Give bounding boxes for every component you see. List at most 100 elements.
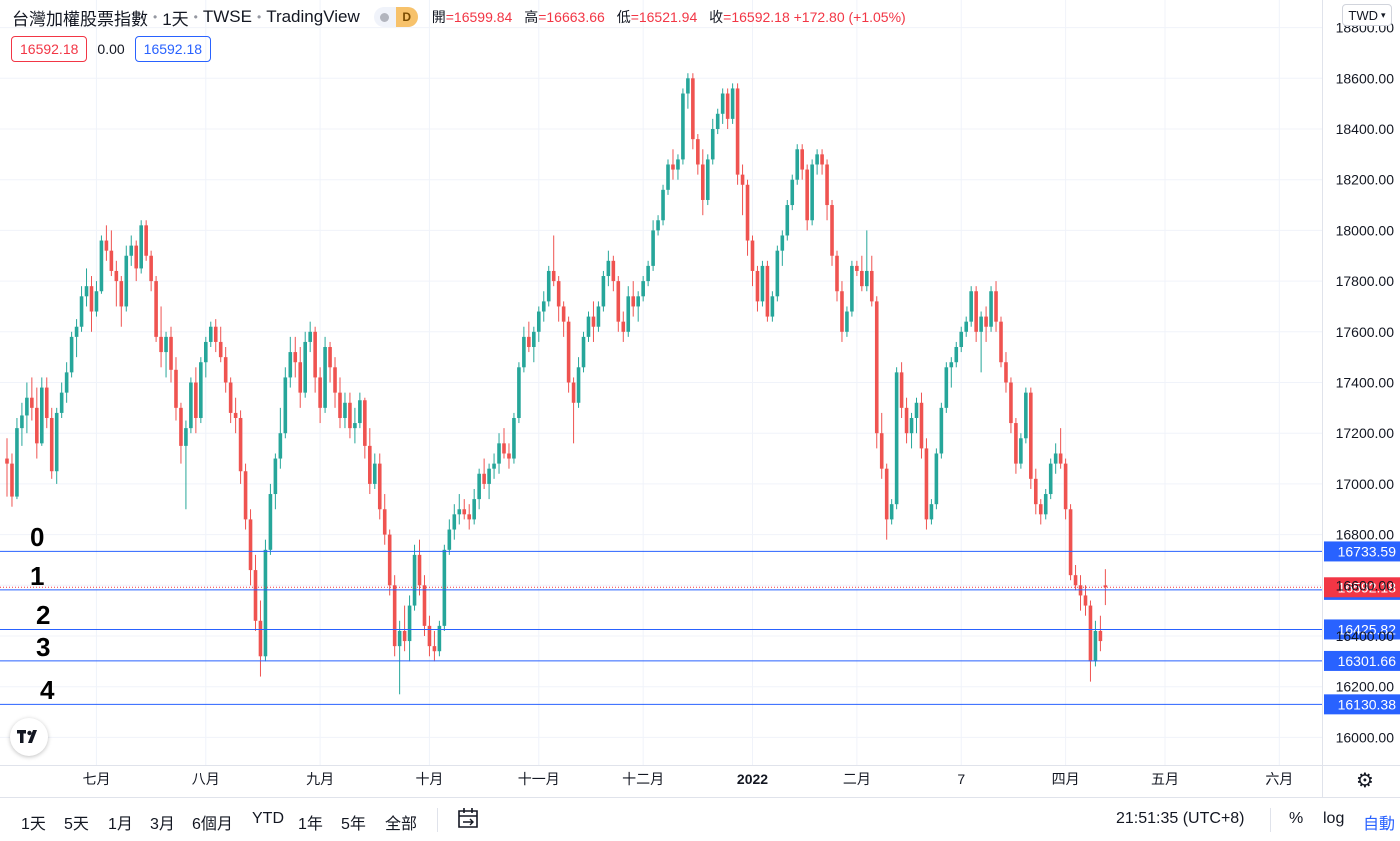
candle-body bbox=[432, 646, 437, 652]
candle-body bbox=[253, 570, 258, 621]
fib-level-tag-text: 16130.38 bbox=[1338, 696, 1397, 712]
y-tick-label: 17600.00 bbox=[1336, 324, 1395, 340]
candle-body bbox=[213, 326, 218, 342]
y-tick-label: 16200.00 bbox=[1336, 679, 1395, 695]
symbol-name[interactable]: 台灣加權股票指數 bbox=[12, 9, 148, 29]
candle-body bbox=[651, 230, 655, 266]
candle-body bbox=[780, 235, 785, 251]
candle-body bbox=[835, 255, 839, 292]
candle-body bbox=[934, 453, 939, 505]
candle-body bbox=[303, 341, 307, 393]
x-tick-label: 十二月 bbox=[622, 771, 664, 787]
percent-scale-button[interactable]: % bbox=[1289, 810, 1304, 827]
clock-time[interactable]: 21:51:35 (UTC+8) bbox=[1116, 810, 1245, 827]
fib-level-tag bbox=[1324, 650, 1400, 671]
fib-level-label: 0 bbox=[30, 522, 45, 553]
range-1y-button[interactable]: 1年 bbox=[298, 816, 323, 833]
range-all-button[interactable]: 全部 bbox=[385, 816, 418, 833]
candle-body bbox=[189, 382, 193, 429]
candle-body bbox=[1093, 630, 1098, 662]
candle-body bbox=[755, 270, 760, 302]
candle-body bbox=[596, 306, 601, 327]
candle-body bbox=[626, 296, 631, 332]
fib-level-label: 2 bbox=[36, 600, 51, 631]
candle-body bbox=[969, 291, 973, 322]
candle-body bbox=[805, 169, 809, 221]
candle-body bbox=[258, 620, 263, 657]
market-status-pill[interactable]: D bbox=[373, 7, 418, 27]
currency-selector[interactable]: TWD ▾ bbox=[1342, 4, 1392, 26]
candle-body bbox=[770, 296, 775, 317]
x-tick-label: 十一月 bbox=[518, 771, 560, 787]
candle-body bbox=[323, 347, 327, 408]
candle-body bbox=[879, 433, 884, 469]
candle-body bbox=[740, 174, 745, 185]
candle-body bbox=[745, 184, 750, 241]
candle-body bbox=[228, 382, 233, 413]
candle-body bbox=[338, 392, 342, 418]
candle-body bbox=[855, 265, 859, 271]
price-chart[interactable]: 16733.5916581.9116425.8216301.6616130.38… bbox=[0, 0, 1400, 797]
source-label: TradingView bbox=[266, 7, 360, 26]
candle-body bbox=[959, 331, 964, 348]
fib-level-label: 1 bbox=[30, 560, 45, 591]
candle-body bbox=[715, 113, 720, 129]
candle-body bbox=[964, 321, 969, 332]
range-5y-button[interactable]: 5年 bbox=[341, 816, 366, 833]
candle-body bbox=[586, 316, 591, 337]
range-1d-button[interactable]: 1天 bbox=[21, 816, 46, 833]
candle-body bbox=[288, 352, 293, 378]
candle-body bbox=[760, 265, 765, 302]
candle-body bbox=[313, 331, 317, 378]
candle-body bbox=[427, 625, 432, 647]
candle-body bbox=[795, 149, 800, 180]
candle-body bbox=[899, 372, 904, 408]
candle-body bbox=[994, 291, 998, 322]
candle-body bbox=[725, 93, 730, 119]
candle-body bbox=[20, 415, 24, 429]
candle-body bbox=[333, 367, 337, 393]
range-6m-button[interactable]: 6個月 bbox=[192, 816, 233, 833]
auto-scale-button[interactable]: 自動 bbox=[1363, 816, 1396, 833]
candle-body bbox=[825, 164, 829, 206]
y-tick-label: 17400.00 bbox=[1336, 375, 1395, 391]
toolbar-divider bbox=[437, 808, 438, 832]
range-5d-button[interactable]: 5天 bbox=[64, 816, 89, 833]
gear-icon[interactable]: ⚙ bbox=[1356, 770, 1374, 792]
candle-body bbox=[850, 265, 854, 312]
fib-level-tag bbox=[1324, 619, 1400, 640]
candle-body bbox=[278, 433, 283, 459]
candle-body bbox=[571, 382, 576, 403]
candle-body bbox=[54, 412, 59, 472]
candle-body bbox=[104, 240, 109, 251]
ask-price-box[interactable]: 16592.18 bbox=[134, 36, 212, 62]
candle-body bbox=[601, 276, 606, 307]
tradingview-logo-icon[interactable] bbox=[10, 718, 48, 756]
price-change: +172.80 (+1.05%) bbox=[793, 9, 906, 25]
last-price-box[interactable]: 16592.18 bbox=[11, 36, 88, 62]
candle-body bbox=[368, 445, 372, 484]
candle-body bbox=[442, 549, 447, 626]
y-tick-label: 16600.00 bbox=[1336, 577, 1395, 593]
candle-body bbox=[1103, 585, 1108, 588]
candle-body bbox=[517, 367, 521, 418]
candle-body bbox=[541, 301, 546, 312]
separator-dot: • bbox=[256, 10, 262, 24]
candle-body bbox=[467, 514, 472, 520]
y-tick-label: 16800.00 bbox=[1336, 527, 1395, 543]
range-3m-button[interactable]: 3月 bbox=[150, 816, 175, 833]
candle-body bbox=[124, 255, 129, 307]
candle-body bbox=[909, 417, 914, 434]
interval-label[interactable]: 1天 bbox=[162, 9, 189, 29]
fib-level-tag-text: 16425.82 bbox=[1338, 621, 1397, 637]
candle-body bbox=[676, 159, 680, 170]
log-scale-button[interactable]: log bbox=[1323, 810, 1345, 827]
candle-body bbox=[154, 281, 158, 337]
range-1m-button[interactable]: 1月 bbox=[108, 816, 133, 833]
date-range-icon[interactable] bbox=[456, 808, 480, 835]
candle-body bbox=[820, 154, 824, 165]
range-ytd-button[interactable]: YTD bbox=[252, 810, 284, 827]
candle-body bbox=[328, 347, 332, 368]
candle-body bbox=[954, 347, 959, 363]
fib-level-label: 4 bbox=[40, 675, 55, 706]
